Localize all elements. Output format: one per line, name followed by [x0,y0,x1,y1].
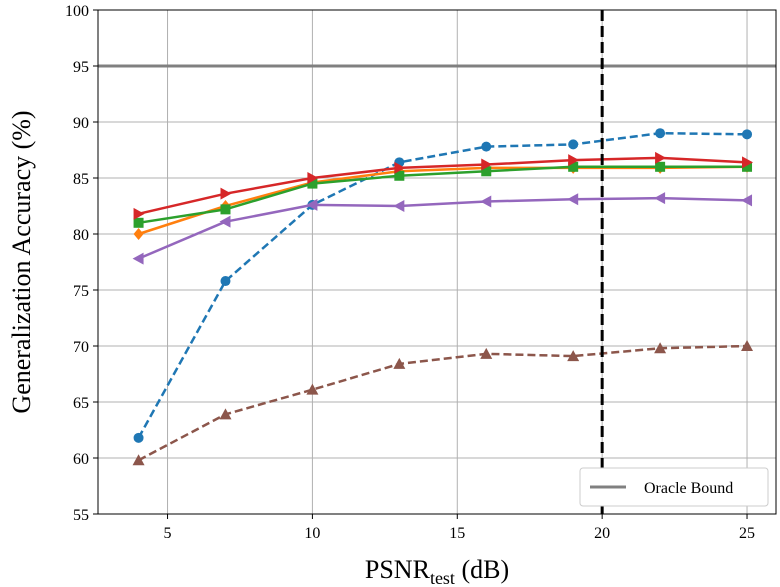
series-red-point-13 [394,161,406,174]
series-green-point-22 [655,161,666,172]
y-ticks: 55 60 65 70 75 80 85 90 95 100 [65,3,98,524]
series-purple-point-13 [393,200,405,212]
series-green-point-16 [481,166,492,177]
y-tick-label-70: 70 [73,339,89,356]
legend-oracle-label: Oracle Bound [644,480,733,497]
y-axis-title: Generalization Accuracy (%) [7,110,36,413]
series-red-point-25 [742,156,754,169]
series-green-point-19 [568,161,579,172]
series-green-point-4 [133,217,144,228]
series-blue-dashed-point-22 [655,128,666,139]
series-green-point-7 [220,204,231,215]
y-tick-label-60: 60 [73,451,89,468]
x-axis-title: PSNRtest (dB) [365,555,509,587]
series-purple-point-25 [741,194,753,207]
series-green-point-25 [742,161,753,172]
series-red-point-22 [655,151,667,164]
series-orange-point-4 [133,228,144,240]
plot-frame [97,9,777,515]
series-green [133,161,753,228]
series-brown-dashed-line [137,344,748,462]
legend: Oracle Bound [579,467,769,507]
series-brown-dashed [132,340,754,466]
x-tick-label-15: 15 [449,525,465,542]
y-tick-label-100: 100 [65,3,89,20]
series-purple-point-19 [567,193,579,206]
series-blue-dashed-point-19 [568,139,579,150]
y-tick-label-85: 85 [73,171,89,188]
series-purple-point-4 [132,252,144,265]
x-ticks: 5 10 15 20 25 [164,514,755,542]
series-red-point-19 [568,154,580,167]
series-purple-point-22 [654,192,666,205]
legend-box [579,467,769,507]
series-blue-dashed-line [137,131,748,439]
series-blue-dashed-point-4 [133,432,144,443]
series-green-line [138,165,748,225]
series-brown-dashed-point-16 [480,347,493,359]
x-tick-label-20: 20 [594,525,610,542]
series-green-point-13 [394,170,405,181]
x-tick-label-25: 25 [739,525,755,542]
y-tick-label-95: 95 [73,59,89,76]
y-tick-label-90: 90 [73,115,89,132]
x-axis-title-main: PSNR [365,555,431,584]
y-tick-label-55: 55 [73,507,89,524]
x-axis-title-subscript: test [430,568,455,587]
series-blue-dashed-point-7 [220,276,231,287]
series-purple-point-7 [219,215,231,228]
series-brown-dashed-point-7 [219,408,232,420]
series-brown-dashed-point-10 [306,383,319,395]
y-tick-label-65: 65 [73,395,89,412]
series-brown-dashed-point-25 [741,340,754,351]
series-blue-dashed-point-25 [742,129,753,140]
series-purple [132,192,753,265]
series-blue-dashed [133,128,753,443]
series-red-line [138,156,748,216]
series-red-point-10 [307,172,319,184]
series-brown-dashed-point-22 [654,342,667,354]
series-purple-point-10 [306,198,318,211]
x-axis-title-unit: (dB) [455,555,509,584]
x-tick-label-5: 5 [164,525,172,542]
series-red-point-16 [481,158,493,171]
series-red-point-7 [220,187,232,200]
series-brown-dashed-point-4 [132,454,145,466]
y-tick-label-80: 80 [73,227,89,244]
y-tick-label-75: 75 [73,283,89,300]
series-purple-point-16 [480,195,492,208]
x-tick-label-10: 10 [304,525,320,542]
series-green-point-10 [307,178,318,189]
series-layer [132,128,754,466]
series-purple-line [138,196,748,260]
series-blue-dashed-point-16 [481,141,492,152]
grid [98,9,776,515]
series-brown-dashed-point-19 [567,350,580,362]
series-red [133,151,754,220]
series-brown-dashed-point-13 [393,357,406,369]
series-red-point-4 [133,207,145,220]
